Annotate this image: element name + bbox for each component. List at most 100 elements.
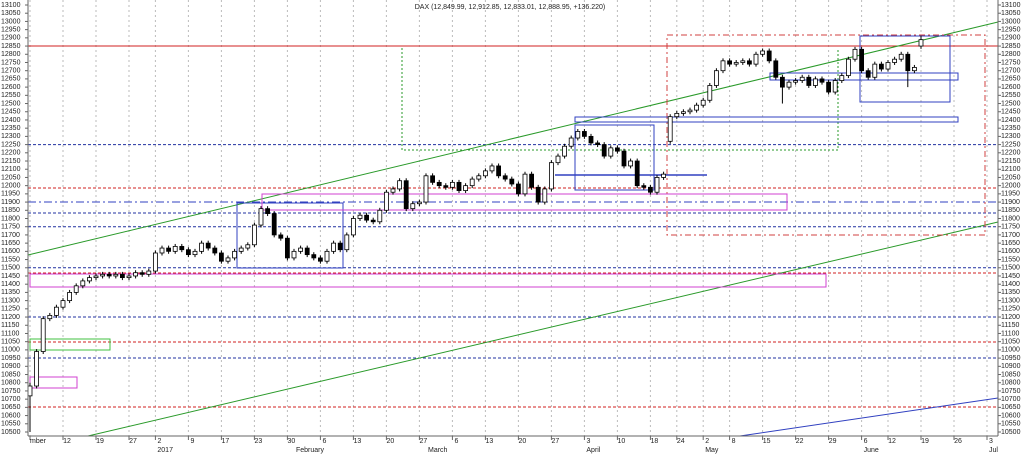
y-tick-label: 12200 <box>1001 150 1021 157</box>
candle-body <box>793 80 798 83</box>
candle-body <box>179 246 185 251</box>
candle-body <box>549 162 554 190</box>
y-tick-label: 12150 <box>1 158 21 165</box>
candle-body <box>205 242 211 249</box>
candle-body <box>595 142 600 145</box>
candle-body <box>714 70 719 86</box>
candle-body <box>324 250 330 262</box>
candle-body <box>357 214 363 219</box>
y-tick-label: 12850 <box>1 43 21 50</box>
y-tick-label: 10650 <box>1001 404 1021 411</box>
y-tick-label: 10900 <box>1001 363 1021 370</box>
candle-body <box>80 280 86 287</box>
x-tick-label: 13 <box>354 438 362 445</box>
y-tick-label: 11050 <box>1001 339 1020 346</box>
x-tick-label: 3 <box>989 438 993 445</box>
y-tick-label: 12100 <box>1001 166 1021 173</box>
candle-body <box>529 173 534 188</box>
y-tick-label: 11450 <box>1001 273 1020 280</box>
x-tick-label: 8 <box>732 438 736 445</box>
candle-body <box>733 62 739 65</box>
candle-body <box>430 175 436 183</box>
candle-body <box>337 242 343 251</box>
candle-body <box>159 247 165 254</box>
candle-body <box>403 180 409 210</box>
x-tick-label: 18 <box>651 438 659 445</box>
range-box <box>401 48 839 151</box>
candle-body <box>766 50 772 62</box>
y-tick-label: 10900 <box>1 363 21 370</box>
candle-body <box>608 147 614 157</box>
candle-body <box>54 306 59 316</box>
chart-title: DAX (12,849.99, 12,912.85, 12,833.01, 12… <box>415 4 606 11</box>
x-tick-label: 26 <box>954 438 962 445</box>
y-tick-label: 11650 <box>1 240 20 247</box>
candle-body <box>918 39 924 47</box>
candle-body <box>542 188 548 203</box>
y-tick-label: 11250 <box>1 306 20 313</box>
month-label: May <box>705 447 719 454</box>
candle-body <box>278 234 284 239</box>
y-tick-label: 10650 <box>1 404 21 411</box>
month-label: Jul <box>989 447 998 454</box>
candles <box>27 35 924 432</box>
candle-body <box>634 160 640 187</box>
y-tick-label: 11600 <box>1 248 20 255</box>
candle-body <box>238 247 244 252</box>
month-label: April <box>586 447 600 454</box>
candle-body <box>839 75 845 81</box>
x-tick-label: 12 <box>888 438 896 445</box>
candle-body <box>199 242 205 252</box>
y-tick-label: 10550 <box>1 421 21 428</box>
candle-body <box>304 247 310 256</box>
y-tick-label: 10800 <box>1001 380 1021 387</box>
x-tick-label: 2 <box>157 438 161 445</box>
candle-body <box>311 254 317 259</box>
y-tick-label: 10700 <box>1 396 21 403</box>
y-tick-label: 11350 <box>1001 289 1020 296</box>
y-tick-label: 10850 <box>1 371 21 378</box>
y-tick-label: 12800 <box>1 51 21 58</box>
candle-body <box>628 160 633 167</box>
zone-box <box>574 116 959 123</box>
y-tick-label: 11300 <box>1 297 20 304</box>
y-tick-label: 10500 <box>1001 429 1021 436</box>
candle-body <box>298 247 304 252</box>
month-label: February <box>296 447 325 454</box>
y-tick-label: 12300 <box>1001 133 1021 140</box>
y-tick-label: 12750 <box>1001 59 1021 66</box>
candle-body <box>496 165 502 177</box>
candle-body <box>443 185 449 188</box>
y-tick-label: 12700 <box>1001 68 1021 75</box>
candle-body <box>100 273 105 277</box>
y-tick-label: 10750 <box>1 388 21 395</box>
candle-body <box>720 60 726 72</box>
y-tick-label: 13000 <box>1 18 21 25</box>
y-tick-label: 12650 <box>1001 76 1021 83</box>
y-tick-label: 10700 <box>1001 396 1021 403</box>
candle-body <box>34 351 39 387</box>
y-tick-label: 12800 <box>1001 51 1021 58</box>
candle-body <box>436 181 442 187</box>
month-label: March <box>428 447 448 454</box>
candle-body <box>780 76 785 88</box>
y-tick-label: 12400 <box>1001 117 1021 124</box>
y-tick-label: 10600 <box>1001 412 1021 419</box>
candle-body <box>377 209 383 223</box>
y-tick-label: 11900 <box>1001 199 1020 206</box>
y-tick-label: 12350 <box>1001 125 1021 132</box>
y-tick-label: 10600 <box>1 412 21 419</box>
y-tick-label: 12000 <box>1 182 21 189</box>
y-tick-label: 10750 <box>1001 388 1021 395</box>
candle-body <box>364 214 370 221</box>
y-tick-label: 11000 <box>1 347 20 354</box>
range-box <box>666 34 986 236</box>
y-tick-label: 13050 <box>1001 10 1021 17</box>
y-tick-label: 13050 <box>1 10 21 17</box>
y-tick-label: 12950 <box>1 26 21 33</box>
candle-body <box>67 292 72 302</box>
y-tick-label: 11850 <box>1 207 20 214</box>
candle-body <box>555 155 561 164</box>
candle-body <box>47 314 53 320</box>
candle-body <box>390 188 396 193</box>
